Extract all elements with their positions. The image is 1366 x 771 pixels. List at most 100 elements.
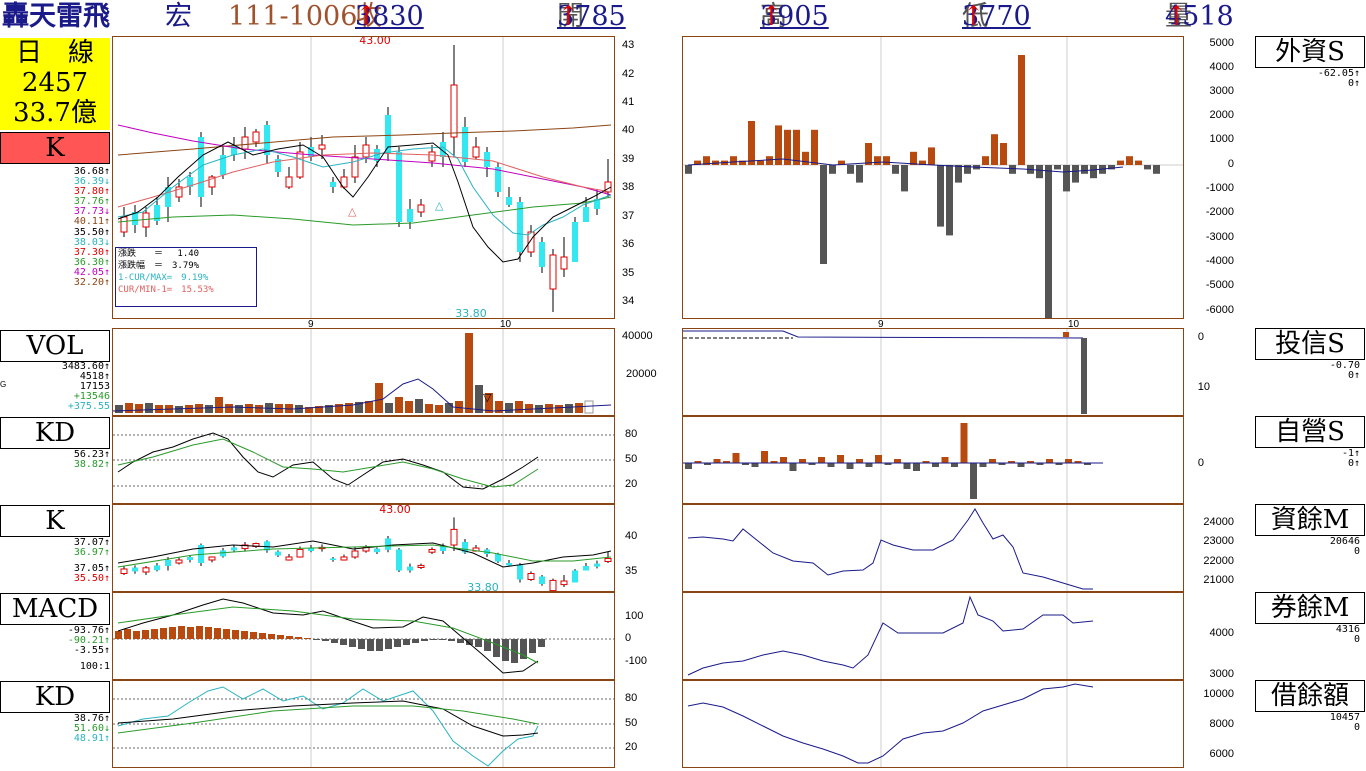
lending-chart-panel[interactable] [682, 680, 1184, 768]
volume-bar [425, 404, 433, 413]
stats-box: 漲跌 ＝ 1.40 漲跌幅 ＝ 3.79% 1-CUR/MAX= 9.19% C… [115, 247, 257, 307]
foreign-bar [847, 165, 854, 174]
candle-down [495, 554, 501, 562]
dealer-bar [1084, 463, 1091, 465]
candle-up [175, 559, 183, 564]
foreign-bar [793, 129, 800, 165]
period-info-box[interactable]: 日 線 2457 33.7億 [0, 38, 110, 130]
dealer-bar [751, 463, 759, 467]
right-panel-label[interactable]: 借餘額 [1255, 680, 1365, 712]
stock-name: 宏 [165, 1, 192, 32]
right-panel-label[interactable]: 投信S [1255, 328, 1365, 360]
period-label: 日 線 [15, 38, 94, 68]
candle-down [220, 550, 226, 557]
kd-chart-panel[interactable] [112, 416, 615, 504]
foreign-bar [685, 165, 692, 174]
candle-up [252, 131, 260, 143]
candle-down [132, 212, 138, 225]
right-panel-label[interactable]: 資餘M [1255, 504, 1365, 536]
candle-up [527, 231, 535, 253]
right-panel-values: 4316 0 [1335, 624, 1360, 645]
volume-bar [185, 405, 193, 413]
macd-bar [340, 639, 347, 645]
month-label: 9 [308, 319, 314, 330]
macd-bar [385, 639, 392, 649]
macd-bar [160, 628, 167, 639]
foreign-bar [874, 156, 881, 165]
price-high-label: 43.00 [359, 37, 391, 47]
k2-label[interactable]: K [0, 505, 110, 537]
margin-line [687, 508, 1093, 590]
margin-chart-panel[interactable] [682, 504, 1184, 592]
candle-up [208, 176, 216, 188]
ma-line-cyan [117, 146, 612, 236]
candle-down [187, 557, 193, 560]
dealer-bar [960, 423, 968, 463]
macd-bar [538, 639, 545, 647]
macd-bar [133, 631, 140, 639]
foreign-bar [838, 160, 845, 165]
foreign-bar [883, 156, 890, 165]
macd-chart-panel[interactable] [112, 592, 615, 680]
close-value: 3830 [355, 1, 424, 32]
macd-bar [367, 639, 374, 651]
candle-down [583, 207, 589, 222]
dealer-bar [913, 463, 920, 471]
foreign-bar [775, 125, 782, 165]
candle-down [220, 155, 226, 175]
vol-chart-panel[interactable]: ▽ [112, 328, 615, 416]
right-panel-label[interactable]: 券餘M [1255, 592, 1365, 624]
candle-up [560, 580, 568, 586]
candle-up [560, 256, 568, 270]
ma-line-magenta [117, 124, 612, 196]
kd2-chart-panel[interactable] [112, 680, 615, 768]
candle-down [187, 177, 193, 187]
trust-chart-panel[interactable] [682, 328, 1184, 416]
k-chart-button[interactable]: K [0, 132, 110, 164]
volume-bar [125, 403, 133, 413]
candle-down [165, 187, 171, 207]
kd-label[interactable]: KD [0, 417, 110, 449]
kd2-label[interactable]: KD [0, 681, 110, 713]
foreign-bar [811, 129, 818, 165]
foreign-bar [748, 121, 755, 165]
dealer-bars [685, 423, 1091, 499]
candle-down [154, 565, 160, 571]
volume-bar [135, 404, 143, 413]
foreign-bar [784, 129, 791, 165]
price-chart-panel[interactable]: 43.00 33.80 △ △ △ 漲跌 ＝ 1.40 漲跌幅 ＝ 3.79% … [112, 34, 615, 328]
candle-up [285, 556, 293, 561]
dealer-chart-panel[interactable] [682, 416, 1184, 504]
macd-bar [412, 639, 419, 643]
right-panel-label[interactable]: 外資S [1255, 36, 1365, 68]
macd-bar [223, 629, 230, 639]
volume-bar [415, 399, 423, 413]
foreign-chart-panel[interactable] [682, 36, 1184, 491]
kd-chart [113, 417, 614, 503]
vol-label[interactable]: VOL [0, 330, 110, 362]
k2-chart-panel[interactable]: 43.00 33.80 [112, 503, 615, 598]
k2-high-label: 43.00 [379, 505, 411, 516]
marker-triangle: ▽ [483, 391, 492, 404]
month-label: 10 [1068, 319, 1080, 330]
candle-up [241, 136, 249, 150]
volume-bar [215, 397, 223, 413]
macd-bar [403, 639, 410, 645]
candle-down [385, 115, 391, 153]
vol-value: 4518 [1165, 1, 1234, 32]
vol-ma-line [112, 378, 612, 412]
foreign-bar [946, 165, 953, 236]
dealer-bar [1046, 459, 1053, 463]
volume-count: 2457 [21, 68, 89, 98]
candle-up [120, 568, 128, 574]
right-panel-label[interactable]: 自營S [1255, 416, 1365, 448]
short-chart [687, 593, 1094, 679]
foreign-bar [892, 165, 899, 174]
margin-chart [687, 505, 1093, 591]
foreign-bar [1090, 165, 1097, 179]
volume-bar [525, 404, 533, 413]
ma-line-green [117, 196, 612, 226]
macd-label[interactable]: MACD [0, 593, 110, 625]
dealer-chart [683, 417, 1103, 503]
short-chart-panel[interactable] [682, 592, 1184, 680]
